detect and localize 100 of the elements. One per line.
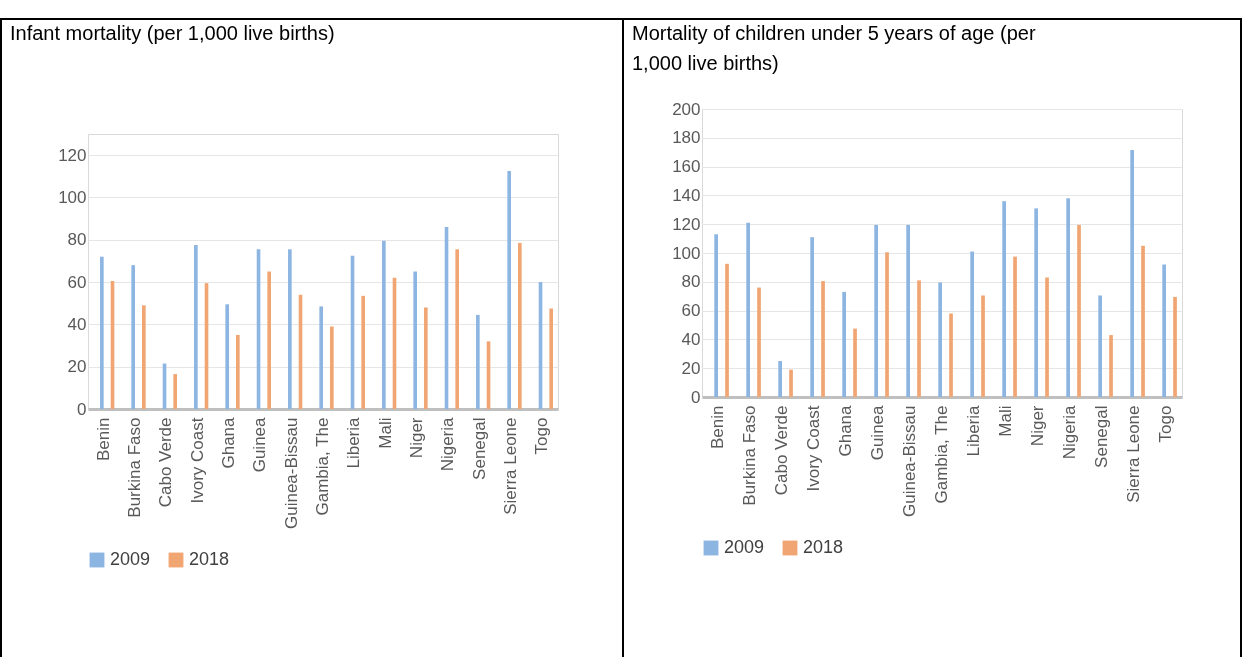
y-tick-label: 80	[681, 272, 701, 292]
bar	[938, 282, 942, 397]
bar	[778, 361, 782, 397]
y-tick-label: 80	[67, 230, 87, 250]
chart-title: Infant mortality (per 1,000 live births)	[10, 22, 335, 44]
x-tick-label: Guinea-Bissau	[900, 405, 919, 518]
bar	[810, 237, 814, 397]
x-tick-label: Cabo Verde	[772, 405, 791, 496]
x-tick-label: Guinea	[868, 404, 887, 461]
x-tick-label: Niger	[407, 417, 426, 459]
bar	[330, 326, 334, 409]
x-tick-label: Mali	[996, 405, 1015, 437]
legend-label: 2009	[110, 549, 151, 569]
bar	[1109, 335, 1113, 397]
bar	[476, 314, 480, 409]
bar	[981, 295, 985, 397]
bar	[455, 249, 459, 409]
x-tick-label: Togo	[532, 417, 552, 455]
bar	[1173, 296, 1177, 397]
x-tick-label: Sierra Leone	[501, 417, 520, 515]
bar	[424, 307, 428, 409]
x-tick-label: Guinea	[250, 416, 270, 473]
bar	[1130, 150, 1134, 397]
bar	[757, 287, 761, 397]
y-tick-label: 40	[681, 329, 701, 349]
bar	[874, 224, 878, 397]
y-tick-label: 40	[67, 314, 87, 334]
x-tick-label: Mali	[375, 417, 395, 449]
bar	[1162, 264, 1166, 397]
bar	[173, 374, 177, 409]
bar	[518, 242, 522, 409]
bar	[1045, 277, 1049, 397]
bar	[1077, 224, 1081, 397]
bar	[131, 265, 135, 409]
x-tick-label: Nigeria	[438, 416, 458, 472]
bar	[267, 271, 271, 409]
bar	[1002, 201, 1006, 397]
bar	[507, 171, 511, 409]
bar	[917, 280, 921, 397]
x-tick-label: Sierra Leone	[1124, 405, 1143, 503]
bar	[361, 295, 365, 409]
bar	[382, 240, 386, 409]
x-tick-label: Liberia	[344, 416, 364, 469]
x-tick-label: Burkina Faso	[740, 405, 759, 506]
bar	[842, 291, 846, 397]
bar	[821, 281, 825, 397]
x-tick-label: Gambia, The	[313, 417, 332, 516]
bar	[725, 263, 729, 397]
bar	[1098, 295, 1102, 397]
bar	[142, 305, 146, 409]
x-tick-label: Ghana	[836, 404, 855, 457]
x-tick-label: Benin	[93, 417, 113, 461]
y-tick-label: 100	[58, 187, 87, 207]
x-tick-label: Liberia	[964, 404, 983, 457]
x-tick-label: Senegal	[1092, 405, 1111, 468]
chart-title: Mortality of children under 5 years of age (per 1,000 live births)	[632, 22, 1036, 74]
y-tick-label: 20	[67, 357, 87, 377]
legend-label: 2018	[189, 549, 230, 569]
y-tick-label: 140	[672, 185, 701, 205]
bar	[288, 249, 292, 409]
bar	[906, 224, 910, 397]
x-tick-label: Guinea-Bissau	[281, 417, 301, 530]
y-tick-label: 60	[67, 272, 87, 292]
x-tick-label: Ghana	[219, 416, 238, 469]
y-tick-label: 20	[681, 358, 701, 378]
x-tick-label: Togo	[1156, 405, 1175, 443]
y-tick-label: 60	[681, 301, 701, 321]
bar	[949, 313, 953, 397]
bar	[1034, 208, 1038, 397]
x-tick-label: Gambia, The	[932, 405, 951, 504]
bar	[714, 234, 718, 397]
bar	[413, 271, 417, 409]
y-tick-label: 100	[672, 243, 701, 263]
x-tick-label: Burkina Faso	[125, 417, 144, 518]
bar	[549, 308, 553, 409]
legend-label: 2009	[724, 537, 765, 557]
x-tick-label: Senegal	[469, 417, 489, 480]
bar	[970, 251, 974, 397]
bar	[319, 306, 323, 409]
y-tick-label: 0	[691, 387, 701, 407]
x-tick-label: Ivory Coast	[804, 405, 823, 492]
bar	[225, 304, 229, 409]
bar	[1066, 198, 1070, 397]
bar	[236, 334, 240, 409]
x-tick-label: Cabo Verde	[156, 417, 176, 508]
legend-label: 2018	[803, 537, 844, 557]
y-tick-label: 200	[672, 99, 701, 119]
y-tick-label: 180	[672, 128, 701, 148]
bar	[1013, 256, 1017, 397]
bar	[194, 245, 198, 409]
x-tick-label: Benin	[708, 405, 727, 449]
y-tick-label: 120	[672, 214, 701, 234]
bar	[885, 252, 889, 397]
x-tick-label: Niger	[1028, 405, 1047, 447]
x-tick-label: Nigeria	[1060, 404, 1079, 460]
y-tick-label: 160	[672, 157, 701, 177]
bar	[853, 328, 857, 397]
x-tick-label: Ivory Coast	[187, 417, 207, 504]
bar	[746, 222, 750, 397]
bar	[100, 256, 104, 409]
